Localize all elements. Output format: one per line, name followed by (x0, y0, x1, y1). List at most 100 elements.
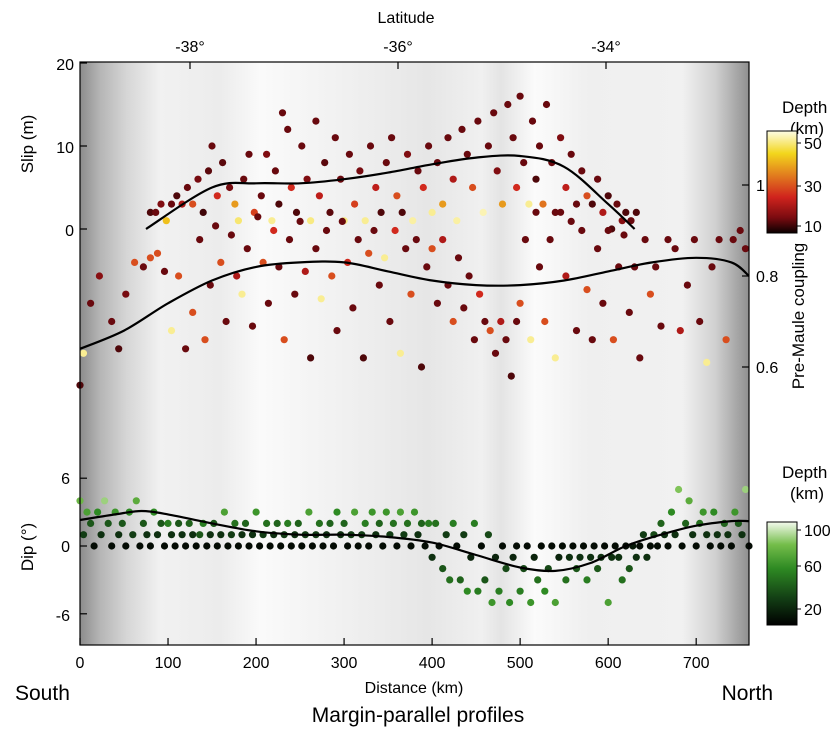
slip-point (204, 167, 213, 175)
slip-point (240, 175, 248, 183)
dip-point (717, 542, 725, 550)
dip-point (284, 519, 292, 528)
coupling-point (87, 299, 95, 307)
slip-point (414, 167, 422, 175)
slip-point (173, 192, 181, 200)
dip-point (220, 508, 228, 516)
dip-point (590, 542, 598, 550)
slip-point (528, 117, 537, 125)
slip-point (599, 208, 607, 216)
coupling-point (476, 290, 484, 298)
dip-point (192, 542, 200, 550)
dip-point (594, 565, 602, 573)
dip-point (115, 531, 123, 539)
coupling-fit-line (79, 256, 750, 350)
slip-point (307, 217, 315, 225)
dip-point (724, 531, 732, 539)
dip-point (400, 531, 408, 539)
coupling-point (412, 236, 420, 244)
coupling-point (95, 272, 103, 280)
dip-colorbar-tick-label: 100 (804, 523, 831, 540)
dip-point (460, 531, 468, 539)
dip-point (182, 542, 190, 550)
coupling-point (722, 336, 730, 344)
coupling-point (333, 327, 341, 335)
coupling-point (175, 272, 183, 280)
dip-point (410, 508, 419, 516)
dip-point (692, 542, 700, 550)
dip-point (79, 531, 88, 539)
slip-fit-line (145, 154, 636, 230)
north-label: North (722, 682, 773, 705)
coupling-point (557, 208, 565, 216)
x-tick-label: 700 (683, 655, 710, 672)
coupling-point (296, 217, 304, 225)
dip-point (446, 576, 454, 584)
dip-point (344, 542, 352, 550)
dip-point (516, 587, 524, 595)
coupling-point (243, 245, 251, 253)
dip-point (333, 508, 341, 516)
dip-point (731, 508, 739, 516)
slip-point (257, 192, 265, 200)
coupling-point (79, 349, 88, 357)
coupling-point (486, 327, 494, 335)
dip-point (329, 542, 338, 550)
dip-point (178, 531, 186, 539)
coupling-point (354, 236, 362, 244)
coupling-point (657, 322, 665, 330)
coupling-point (365, 249, 373, 257)
dip-point (206, 531, 214, 539)
slip-point (532, 175, 540, 183)
dip-point (498, 542, 507, 550)
slip-point (275, 200, 283, 208)
coupling-point (386, 317, 394, 326)
dip-point (277, 542, 285, 550)
coupling-point (417, 363, 426, 371)
coupling-point (690, 236, 699, 244)
coupling-point (196, 236, 204, 244)
figure-caption: Margin-parallel profiles (312, 704, 524, 727)
dip-point (523, 542, 531, 550)
dip-point (699, 508, 707, 516)
coupling-point (322, 226, 331, 235)
dip-point (157, 519, 165, 528)
slip-point (490, 109, 498, 117)
dip-point (256, 542, 264, 550)
slip-point (463, 150, 471, 158)
slip-point (594, 175, 602, 183)
dip-point (738, 531, 746, 539)
dip-point (569, 542, 577, 550)
slip-point (439, 200, 447, 208)
coupling-point (359, 354, 367, 362)
slip-point (315, 192, 323, 200)
fit-lines (79, 154, 750, 573)
dip-point (632, 553, 640, 561)
slip-point (303, 175, 311, 183)
dip-point (432, 519, 440, 528)
slip-point (479, 208, 487, 216)
dip-point (495, 587, 503, 595)
coupling-point (122, 290, 130, 298)
dip-point (710, 508, 718, 516)
slip-point (604, 192, 612, 200)
dip-point (587, 553, 595, 561)
colorbar-title-line: Depth (782, 463, 827, 482)
dip-point (706, 542, 714, 550)
coupling-point (588, 336, 596, 344)
coupling-point (502, 336, 510, 344)
slip-point (588, 200, 596, 208)
dip-point (263, 519, 271, 528)
slip-point (263, 150, 271, 158)
coupling-point (312, 245, 320, 253)
coupling-point (620, 231, 628, 239)
coupling-point (182, 345, 190, 353)
coupling-point (217, 258, 225, 266)
slip-point (469, 183, 477, 192)
slip-point (520, 159, 528, 167)
coupling-point (641, 236, 649, 244)
coupling-point (285, 236, 294, 244)
dip-point (527, 598, 535, 607)
dip-point (227, 531, 235, 539)
coupling-y-axis-label: Pre-Maule coupling (789, 243, 808, 389)
